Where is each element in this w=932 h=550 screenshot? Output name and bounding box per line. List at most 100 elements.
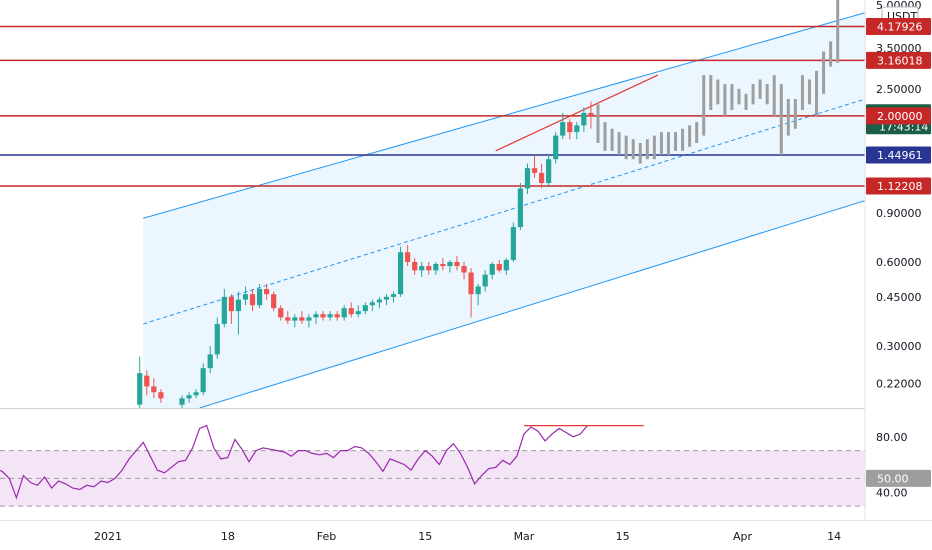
y-tick-label: 2.50000 [876,83,922,96]
candle-body [412,261,418,271]
projection-bar [737,88,741,105]
projection-bar [596,104,600,143]
candle-body [320,314,326,318]
candle-body [179,398,185,405]
candle-body [214,323,220,355]
projection-bar [610,128,614,151]
price-level-badge [866,107,931,125]
candle-body [278,308,284,318]
projection-bar [800,75,804,110]
candle-body [419,266,425,271]
projection-bar [793,98,797,129]
candle-body [433,263,439,271]
candle-body [588,112,594,116]
projection-bar [822,51,826,94]
price-level-badge [866,51,931,69]
candle-body [461,266,467,273]
price-axis-bg [865,0,932,550]
candle-body [503,259,509,271]
candle-body [383,296,390,300]
x-tick-label: Mar [514,530,535,543]
price-level-badge [866,146,931,164]
y-tick-label: 0.60000 [876,256,922,269]
candle-body [249,294,256,306]
x-tick-label: 2021 [94,530,122,543]
y-tick-label: 3.50000 [876,42,922,55]
projection-bar [751,84,755,105]
projection-bar [702,75,706,136]
candle-body [426,266,432,271]
candle-body [369,302,375,306]
candle-body [186,395,192,399]
projection-bar [666,132,670,155]
candle-body [362,305,368,312]
projection-bar [638,142,642,164]
candle-body [348,308,354,315]
candle-body [376,299,383,303]
candle-body [292,317,298,321]
candle-body [546,159,552,184]
projection-bar [807,79,811,105]
projection-bar [730,84,734,110]
projection-bar [786,98,790,136]
y-tick-label: 5.00000 [876,0,922,12]
candle-body [560,122,566,136]
rsi-line [0,424,588,500]
projection-bar [659,132,663,155]
projection-bar [723,84,727,116]
candle-body [482,274,488,287]
candle-body [567,122,573,133]
candle-body [334,314,340,318]
price-pane [0,0,865,408]
y-tick-label: 0.90000 [876,207,922,220]
candle-body [517,188,524,228]
projection-bar [681,128,685,151]
price-level-label: 4.17926 [877,21,923,34]
projection-bar [772,75,776,116]
x-tick-label: Apr [733,530,753,543]
projection-bar [779,84,783,155]
candle-body [271,294,277,309]
candle-body [454,261,460,267]
projection-bar [716,79,720,105]
candle-body [313,314,319,318]
candle-body [489,263,495,275]
candle-body [151,386,157,393]
projection-bar [631,139,635,160]
candle-body [475,286,481,295]
candle-body [405,252,411,262]
y-tick-label: 0.45000 [876,291,922,304]
y-tick-label: 0.22000 [876,378,922,391]
x-tick-label: 18 [221,530,235,543]
channel-upper-line [143,12,865,219]
candle-body [306,317,312,321]
candle-body [538,172,545,184]
candle-body [397,252,404,295]
projection-bar [758,79,762,99]
rsi-current-badge [866,469,931,487]
candle-body [228,296,234,312]
candle-body [531,168,538,173]
channel-middle-line [143,98,865,325]
projection-bar [744,93,748,110]
candle-body [158,392,164,399]
channel-lower-line [199,200,865,408]
x-tick-label: 15 [418,530,432,543]
rsi-plot [0,424,865,507]
candle-body [524,168,531,189]
projection-bar [765,84,769,105]
rsi-current-label: 50.00 [877,472,909,485]
candle-body [390,294,397,297]
trendline [495,74,659,152]
candle-body [137,373,143,405]
candle-body [496,263,502,271]
candle-body [581,112,587,126]
price-level-badge [866,177,931,195]
candle-body [327,314,333,318]
price-level-label: 3.16018 [877,54,923,67]
candle-body [468,272,474,295]
projection-bar [674,132,678,151]
candle-body [221,296,227,324]
candle-body [447,261,453,267]
